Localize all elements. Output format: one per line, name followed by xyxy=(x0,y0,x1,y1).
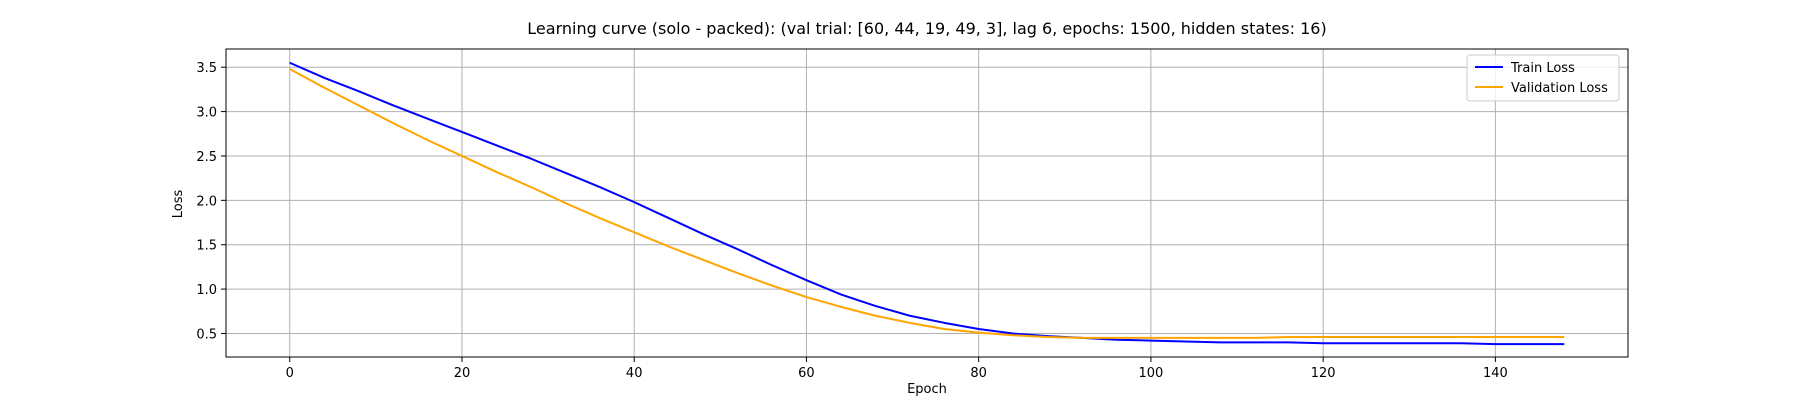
y-tick-label: 2.0 xyxy=(196,194,217,209)
legend-box xyxy=(1466,54,1620,102)
grid xyxy=(226,49,1628,357)
y-tick-label: 1.0 xyxy=(196,283,217,298)
y-axis-label: Loss xyxy=(171,190,186,219)
series-line-validation-loss xyxy=(289,68,1565,339)
chart-title: Learning curve (solo - packed): (val tri… xyxy=(527,19,1326,38)
axis-ticks: 0 20 40 60 80 100 120 140 0.5 1.0 1.5 2.0 2.5 3.0 3.5 xyxy=(196,61,1507,381)
y-tick-label: 3.5 xyxy=(196,61,217,76)
x-tick-label: 100 xyxy=(1138,366,1163,381)
y-tick-label: 0.5 xyxy=(196,327,217,342)
x-tick-label: 120 xyxy=(1311,366,1336,381)
y-tick-label: 3.0 xyxy=(196,106,217,121)
x-tick-label: 140 xyxy=(1483,366,1508,381)
legend: Train Loss Validation Loss xyxy=(1466,54,1620,102)
y-tick-label: 2.5 xyxy=(196,150,217,165)
x-tick-label: 60 xyxy=(798,366,815,381)
series-line-train-loss xyxy=(289,61,1565,346)
x-axis-label: Epoch xyxy=(907,382,947,397)
x-tick-label: 20 xyxy=(454,366,471,381)
legend-label-validation-loss: Validation Loss xyxy=(1511,81,1608,96)
legend-label-train-loss: Train Loss xyxy=(1510,61,1575,76)
x-tick-label: 0 xyxy=(286,366,294,381)
y-tick-label: 1.5 xyxy=(196,239,217,254)
series-lines xyxy=(289,61,1565,346)
x-tick-label: 80 xyxy=(970,366,987,381)
x-tick-label: 40 xyxy=(626,366,643,381)
plot-frame xyxy=(225,48,1629,358)
